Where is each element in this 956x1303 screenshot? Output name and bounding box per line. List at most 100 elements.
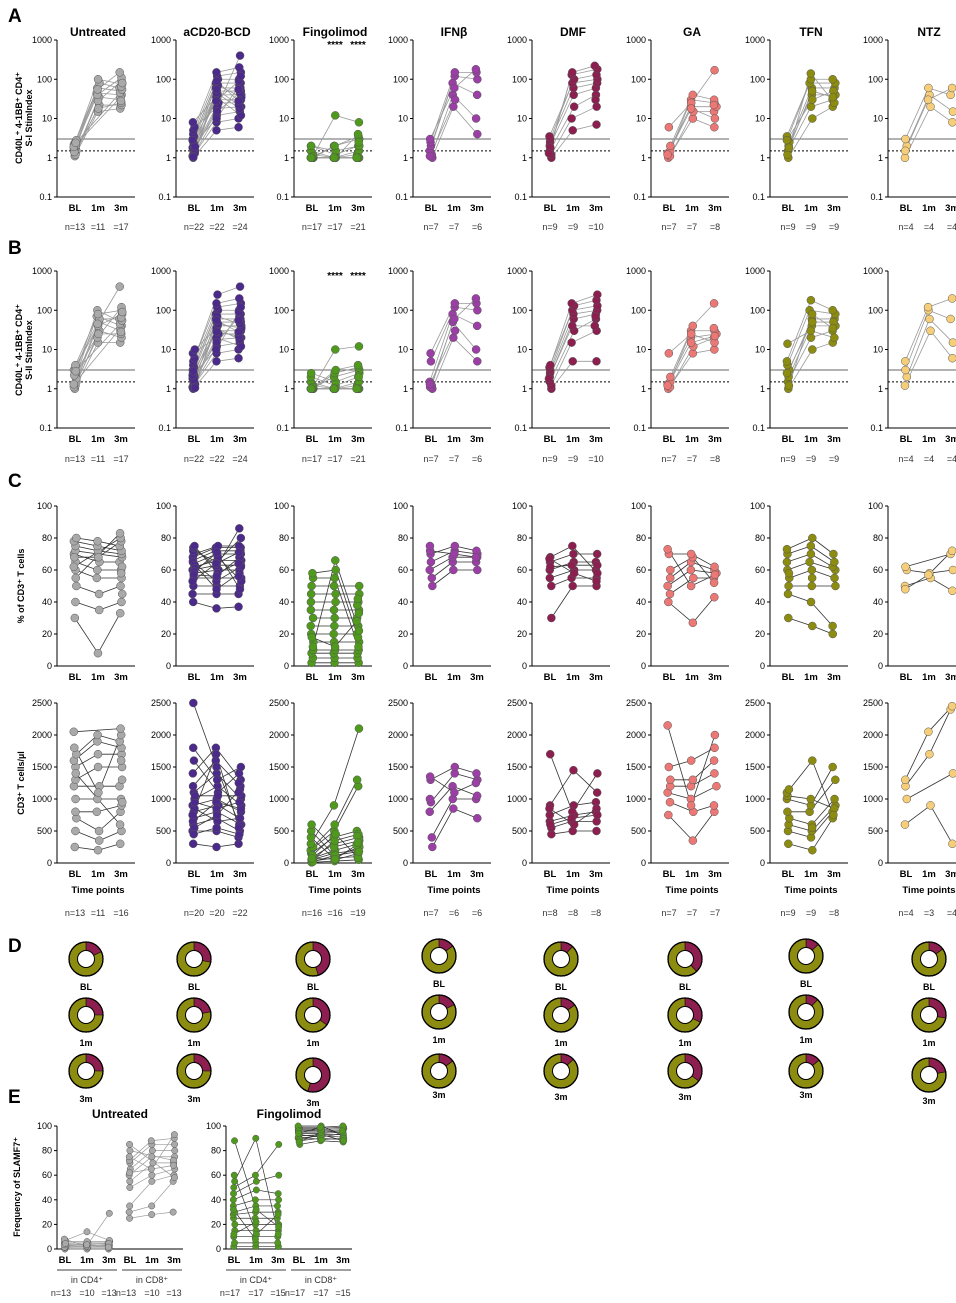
subject-link bbox=[151, 1137, 175, 1142]
x-tick-label: 3m bbox=[233, 434, 247, 445]
data-point bbox=[569, 549, 578, 559]
data-point bbox=[426, 349, 435, 358]
y-tick-label: 1000 bbox=[151, 794, 171, 804]
subject-link bbox=[74, 617, 99, 654]
data-point bbox=[426, 557, 436, 567]
y-tick-label: 2000 bbox=[269, 730, 289, 740]
x-tick-label: BL bbox=[425, 434, 438, 445]
data-point bbox=[251, 1235, 259, 1243]
n-label: =21 bbox=[350, 454, 365, 464]
donut-6-1: 1m bbox=[788, 994, 824, 1045]
x-tick-label: 3m bbox=[351, 672, 365, 683]
n-label: =4 bbox=[947, 222, 956, 232]
n-label: =3 bbox=[924, 908, 934, 918]
subject-link bbox=[549, 754, 573, 812]
data-point bbox=[354, 724, 364, 733]
y-axis-label-line: Frequency of SLAMF7⁺ bbox=[12, 1137, 22, 1237]
data-point bbox=[784, 381, 794, 390]
subject-link bbox=[312, 115, 336, 157]
data-point bbox=[235, 524, 244, 533]
x-tick-label: 1m bbox=[447, 672, 461, 683]
n-label: =10 bbox=[79, 1288, 94, 1298]
y-tick-label: 100 bbox=[274, 74, 289, 84]
y-tick-label: 80 bbox=[42, 1146, 52, 1156]
donut-hole bbox=[920, 950, 938, 968]
data-point bbox=[93, 319, 102, 329]
data-point bbox=[236, 762, 246, 772]
y-tick-label: 10 bbox=[42, 114, 52, 124]
y-tick-label: 10 bbox=[279, 114, 289, 124]
data-point bbox=[70, 613, 80, 623]
data-point bbox=[948, 118, 956, 127]
subject-link bbox=[75, 753, 99, 768]
data-point bbox=[235, 584, 245, 594]
data-point bbox=[784, 613, 793, 623]
x-tick-label: 3m bbox=[336, 1255, 350, 1266]
x-tick-label: BL bbox=[544, 203, 557, 214]
subplot-a-5: 0.1 1 10 100 1000 BL 1m 3m bbox=[626, 35, 729, 214]
donut-outline bbox=[788, 1053, 824, 1089]
y-tick-label: 100 bbox=[37, 305, 52, 315]
data-point bbox=[117, 307, 127, 317]
donut-label: 1m bbox=[799, 1035, 812, 1045]
data-point bbox=[425, 541, 435, 551]
subject-link bbox=[298, 1126, 321, 1134]
x-tick-label: BL bbox=[544, 672, 557, 683]
data-point bbox=[471, 64, 481, 74]
y-tick-label: 1 bbox=[166, 153, 171, 163]
x-axis-title: Time points bbox=[190, 885, 243, 896]
donut-hole bbox=[552, 1062, 570, 1080]
data-point bbox=[116, 724, 125, 733]
n-label: =6 bbox=[472, 908, 482, 918]
data-point bbox=[235, 294, 244, 303]
data-point bbox=[450, 541, 460, 551]
x-tick-label: 1m bbox=[566, 203, 580, 214]
y-tick-label: 100 bbox=[37, 501, 52, 511]
y-tick-label: 40 bbox=[161, 597, 171, 607]
y-tick-label: 1000 bbox=[388, 266, 408, 276]
y-tick-label: 2000 bbox=[32, 730, 52, 740]
donut-5-1: 1m bbox=[667, 997, 703, 1048]
donut-2-1: 1m bbox=[295, 997, 331, 1048]
subject-link bbox=[86, 1213, 110, 1247]
data-point bbox=[709, 323, 719, 333]
y-tick-label: 500 bbox=[750, 826, 765, 836]
subject-link bbox=[906, 773, 954, 800]
y-tick-label: 500 bbox=[156, 826, 171, 836]
data-point bbox=[117, 589, 127, 599]
data-point bbox=[71, 597, 80, 607]
y-tick-label: 1000 bbox=[863, 794, 883, 804]
donut-outline bbox=[176, 1053, 212, 1089]
subject-link bbox=[786, 79, 812, 137]
data-point bbox=[252, 1218, 260, 1226]
data-point bbox=[212, 823, 221, 833]
data-point bbox=[473, 357, 482, 366]
subject-link bbox=[151, 1174, 175, 1182]
data-point bbox=[116, 96, 126, 106]
data-point bbox=[329, 629, 338, 639]
y-tick-label: 60 bbox=[398, 565, 408, 575]
subject-link bbox=[429, 785, 453, 813]
data-point bbox=[354, 118, 364, 127]
donut-hole bbox=[676, 950, 694, 968]
x-tick-label: 1m bbox=[922, 869, 936, 880]
subject-link bbox=[668, 814, 694, 841]
data-point bbox=[712, 781, 721, 791]
data-point bbox=[211, 96, 221, 106]
data-point bbox=[590, 61, 600, 71]
data-point bbox=[352, 153, 361, 162]
x-tick-label: BL bbox=[306, 203, 319, 214]
y-tick-label: 0.1 bbox=[752, 192, 765, 202]
subject-link bbox=[233, 1189, 257, 1201]
data-point bbox=[126, 1184, 134, 1191]
significance-stars: **** bbox=[350, 271, 366, 282]
data-point bbox=[94, 826, 104, 836]
data-point bbox=[213, 290, 222, 299]
data-point bbox=[471, 552, 481, 562]
x-tick-label: 1m bbox=[685, 672, 699, 683]
subject-link bbox=[905, 753, 930, 787]
y-tick-label: 0 bbox=[641, 858, 646, 868]
n-label: =7 bbox=[449, 222, 459, 232]
n-label: =9 bbox=[806, 222, 816, 232]
data-point bbox=[426, 357, 436, 366]
